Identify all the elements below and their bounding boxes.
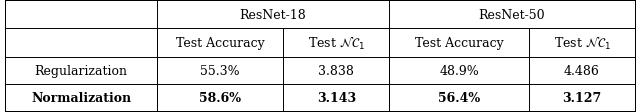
Text: ResNet-18: ResNet-18 — [239, 9, 307, 21]
Text: 48.9%: 48.9% — [439, 64, 479, 77]
Text: ResNet-50: ResNet-50 — [479, 9, 545, 21]
Text: 3.127: 3.127 — [563, 91, 602, 104]
Text: Test Accuracy: Test Accuracy — [176, 37, 264, 50]
Text: Normalization: Normalization — [31, 91, 131, 104]
Text: Test Accuracy: Test Accuracy — [415, 37, 504, 50]
Text: 56.4%: 56.4% — [438, 91, 480, 104]
Text: 4.486: 4.486 — [564, 64, 600, 77]
Text: Test $\mathcal{NC}_1$: Test $\mathcal{NC}_1$ — [308, 35, 365, 52]
Text: Regularization: Regularization — [35, 64, 127, 77]
Text: Test $\mathcal{NC}_1$: Test $\mathcal{NC}_1$ — [554, 35, 611, 52]
Text: 3.143: 3.143 — [317, 91, 356, 104]
Text: 58.6%: 58.6% — [199, 91, 241, 104]
Text: 3.838: 3.838 — [318, 64, 354, 77]
Text: 55.3%: 55.3% — [200, 64, 240, 77]
